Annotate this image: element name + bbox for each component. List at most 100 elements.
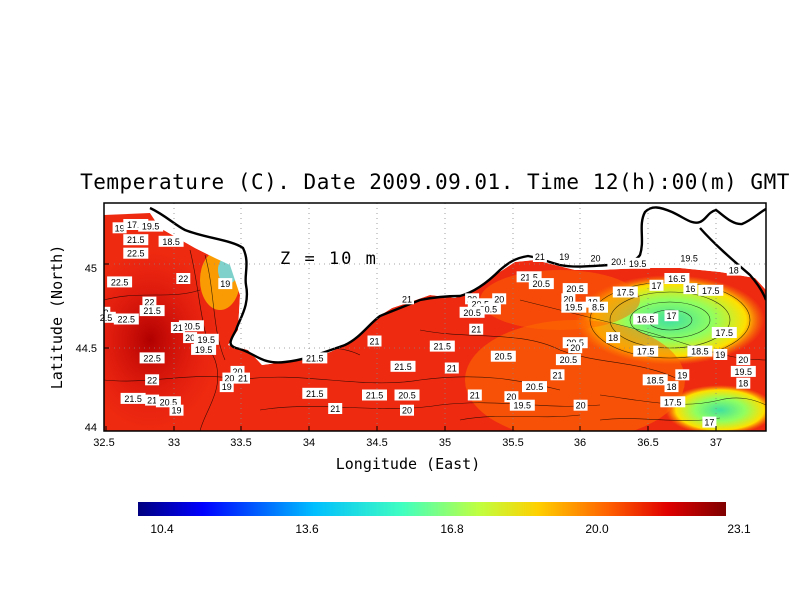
contour-label-box [588, 252, 603, 264]
contour-label: 20.5 [480, 304, 498, 314]
contour-label-box [561, 301, 587, 313]
contour-label-box [730, 365, 756, 377]
contour-label: 22.5 [111, 277, 129, 287]
contour-label: 19 [171, 406, 181, 416]
contour-label-box [562, 283, 588, 295]
contour-label: 20.5 [495, 352, 513, 362]
x-tick-label: 33 [168, 437, 180, 449]
contour-label-box [675, 369, 690, 381]
contour-label-box [612, 286, 638, 298]
contour-label: 20 [224, 374, 234, 384]
contour-label: 21.5 [394, 362, 412, 372]
contour-label: 20.5 [160, 397, 178, 407]
contour-label: 19 [677, 370, 687, 380]
contour-label-box [469, 323, 484, 335]
x-tick-label: 36 [574, 437, 586, 449]
contour-label: 17 [704, 418, 714, 428]
contour-label-box [702, 416, 717, 428]
contour-label-box [528, 278, 554, 290]
contour-label: 21.5 [127, 235, 145, 245]
contour-label-box [139, 305, 165, 317]
contour-label: 19 [220, 279, 230, 289]
contour-label-box [561, 293, 576, 305]
contour-label: 21.5 [306, 389, 324, 399]
contour-label-box [328, 403, 343, 414]
contour-label-box [736, 377, 751, 389]
colorbar-tick-label: 20.0 [585, 522, 609, 536]
x-axis: 32.5 33 33.5 34 34.5 35 35.5 36 36.5 37 … [93, 426, 722, 473]
contour-label: 20.5 [526, 382, 544, 392]
contour-label: 16.5 [637, 315, 655, 325]
map-title: Temperature (C). Date 2009.09.01. Time 1… [80, 170, 790, 194]
contour-label: 17.5 [716, 328, 734, 338]
contour-label-box [302, 387, 328, 399]
contour-label: 19 [559, 252, 569, 262]
contour-label-box [219, 381, 234, 393]
contour-label: 20 [494, 294, 504, 304]
colorbar-bar [138, 502, 726, 516]
contour-label-box [522, 381, 547, 393]
contour-label-box [367, 335, 382, 347]
contour-label-box [123, 234, 149, 246]
contour-label-box [676, 252, 702, 264]
contour-label-box [302, 352, 328, 364]
contour-label-box [158, 235, 184, 247]
contour-label: 20.5 [566, 284, 584, 294]
contour-label-box [123, 219, 149, 230]
colorbar-tick-label: 10.4 [150, 522, 174, 536]
contour-label-box [532, 251, 547, 262]
contour-label-box [112, 222, 127, 234]
contour-label: 19.5 [565, 303, 583, 313]
contour-label-box [664, 273, 690, 284]
contour-label-box [588, 301, 608, 313]
contour-label: 19.5 [735, 367, 753, 377]
contour-label-box [96, 311, 116, 323]
contour-label-box [142, 296, 157, 308]
contour-label-box [642, 374, 668, 386]
contour-labels: 1917.519.521.518.522.522.5221922221.522.… [96, 219, 756, 428]
contour-label: 22 [144, 298, 154, 308]
x-tick-label: 33.5 [230, 437, 251, 449]
contour-label: 20 [232, 367, 242, 377]
contour-label: 21 [402, 294, 412, 304]
contour-label-box [123, 247, 149, 259]
contour-label-box [155, 396, 181, 408]
contour-label-box [550, 369, 565, 381]
contour-label-box [107, 276, 133, 288]
contour-label-box [726, 264, 741, 276]
contour-label-box [139, 352, 165, 364]
contour-label-box [145, 374, 160, 386]
contour-label-box [236, 372, 250, 384]
contour-label-box [459, 306, 485, 318]
contour-label-box [475, 303, 501, 315]
contour-label-box [490, 350, 516, 362]
x-tick-label: 35 [439, 437, 451, 449]
contour-label-box [218, 278, 233, 290]
contour-label: 18.5 [691, 347, 709, 357]
contour-label: 21.5 [434, 342, 452, 352]
contour-label: 21 [535, 252, 545, 262]
contour-label: 8.5 [592, 303, 605, 313]
coastline-caucasus [699, 227, 766, 301]
contour-label: 17 [651, 281, 661, 291]
contour-label-box [444, 362, 459, 374]
contour-label-box [555, 354, 581, 366]
contour-label-box [362, 389, 387, 401]
contour-label: 21 [173, 323, 183, 333]
contour-label: 21.5 [306, 353, 324, 363]
contour-label: 19.5 [514, 401, 532, 411]
x-tick-label: 35.5 [502, 437, 523, 449]
contour-label-box [660, 396, 686, 408]
contour-label: 19.5 [142, 222, 160, 232]
contour-label: 18 [608, 333, 618, 343]
contour-label: 20.5 [560, 355, 578, 365]
x-tick-label: 37 [710, 437, 722, 449]
contour-label: 21.5 [143, 306, 161, 316]
contour-label-box [230, 365, 245, 377]
contour-label-box [664, 310, 679, 322]
contour-label-box [568, 342, 583, 354]
contour-label-box [145, 394, 160, 406]
contour-label-box [713, 349, 728, 360]
contour-label-box [120, 392, 146, 404]
